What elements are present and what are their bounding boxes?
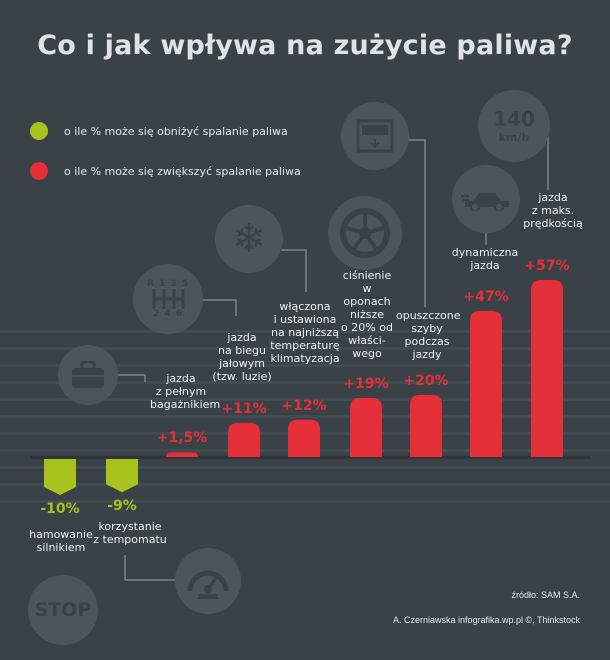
value-label: +19% — [343, 376, 389, 392]
value-label: +47% — [463, 289, 509, 306]
bar — [288, 419, 320, 457]
value-label: +1,5% — [156, 430, 208, 447]
legend-swatch-decrease — [30, 122, 48, 140]
speed-limit-value: 140 — [493, 107, 535, 131]
category-label-tire-pressure: ciśnienie w oponach niższe o 20% od właś… — [341, 269, 393, 360]
car-window-icon — [341, 102, 409, 170]
speed-limit-icon: 140 km/h — [478, 90, 550, 162]
legend-item-increase: o ile % może się zwiększyć spalanie pali… — [30, 161, 301, 181]
chart-baseline — [30, 456, 590, 459]
source-label: źródło: SAM S.A. — [511, 590, 580, 600]
legend-swatch-increase — [30, 162, 48, 180]
stop-icon-label: STOP — [34, 599, 92, 621]
bar — [106, 459, 138, 493]
category-label-idle-gear: jazda na biegu jałowym (tzw. luzie) — [212, 331, 272, 383]
category-label-max-speed: jazda z maks. prędkością — [523, 191, 583, 230]
value-label: -10% — [40, 501, 80, 517]
bar — [228, 422, 260, 457]
value-label: +11% — [221, 400, 267, 417]
bar — [410, 394, 442, 457]
legend-label-decrease: o ile % może się obniżyć spalanie paliwa — [64, 124, 288, 138]
category-label-air-conditioning: włączona i ustawiona na najniższą temper… — [270, 300, 340, 365]
connector-line — [124, 555, 175, 581]
car-icon — [452, 165, 520, 233]
wheel-icon — [328, 196, 402, 270]
bar — [531, 280, 563, 457]
value-label: +12% — [281, 397, 327, 414]
category-label-cruise-control: korzystanie z tempomatu — [93, 520, 167, 546]
gear-shift-bottom-label: 2 4 6 — [152, 309, 184, 319]
chart-title: Co i jak wpływa na zużycie paliwa? — [37, 30, 573, 61]
category-label-full-trunk: jazda z pełnym bagażnikiem — [150, 372, 221, 411]
category-label-open-windows: opuszczone szyby podczas jazdy — [396, 309, 461, 361]
value-label: +57% — [524, 258, 570, 274]
bar — [470, 311, 502, 457]
stop-icon: STOP — [28, 575, 98, 645]
connector-line — [400, 139, 426, 307]
speed-limit-unit: km/h — [498, 131, 530, 144]
bar — [350, 398, 382, 457]
legend-item-decrease: o ile % może się obniżyć spalanie paliwa — [30, 121, 288, 141]
credits-label: A. Czerniawska infografika.wp.pl ©, Thin… — [392, 615, 580, 625]
value-label: +20% — [403, 372, 449, 389]
gear-shift-icon: R 1 3 5 2 4 6 — [133, 264, 203, 334]
speedometer-icon — [175, 548, 241, 614]
value-label: -9% — [107, 498, 137, 515]
category-label-dynamic-driving: dynamiczna jazda — [451, 246, 519, 272]
snowflake-icon: ❄ — [215, 205, 283, 273]
bar — [44, 459, 76, 495]
category-label-engine-braking: hamowanie silnikiem — [29, 528, 93, 554]
gear-shift-top-label: R 1 3 5 — [146, 279, 190, 289]
bar — [166, 452, 198, 457]
suitcase-icon — [58, 345, 118, 405]
legend-label-increase: o ile % może się zwiększyć spalanie pali… — [64, 164, 301, 178]
